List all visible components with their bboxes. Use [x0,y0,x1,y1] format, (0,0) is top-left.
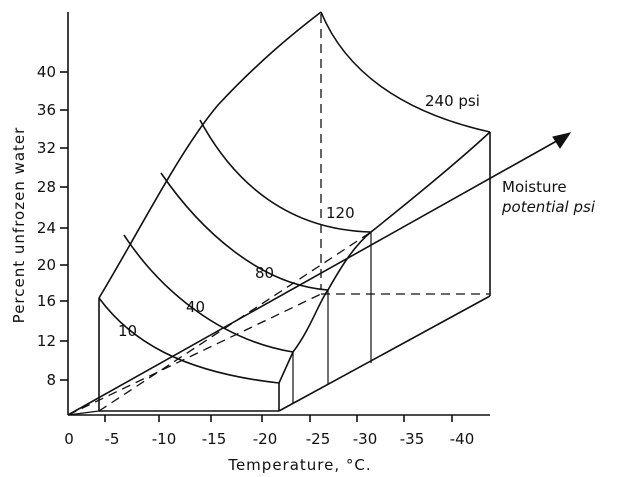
curve-label-10: 10 [118,322,137,340]
bottom-front-base [67,410,100,416]
x-tick-label: -20 [253,430,278,448]
y-tick-label: 40 [37,63,56,81]
x-tick-label: -25 [306,430,331,448]
y-tick-label: 12 [37,332,56,350]
x-tick-label: -15 [202,430,227,448]
curve-labels: 10 40 80 120 240 psi [118,92,480,340]
y-tick-label: 28 [37,178,56,196]
curve-80 [160,172,329,291]
curve-label-40: 40 [186,298,205,316]
y-tick-label: 20 [37,256,56,274]
y-tick-label: 32 [37,139,56,157]
moisture-curves [98,119,372,384]
bottom-right-edge [278,295,491,412]
y-tick-label: 36 [37,101,56,119]
x-tick-label: -40 [450,430,475,448]
dashed-diagonal-lower [67,293,322,416]
curve-40 [123,234,294,353]
y-tick-label: 24 [37,219,56,237]
dashed-diagonal-upper [98,231,372,412]
surface-block [67,11,491,416]
curve-label-120: 120 [326,204,355,222]
moisture-axis-arrowhead [552,132,572,149]
cut-face-edge [278,351,294,384]
y-axis: 8 12 16 20 24 28 32 36 40 Percent unfroz… [10,12,69,415]
dashed-lines [67,14,490,416]
y-tick-label: 16 [37,292,56,310]
x-tick-label: -5 [105,430,120,448]
moisture-axis-title-line2: potential psi [501,198,596,216]
moisture-axis-title-line1: Moisture [502,178,567,196]
x-tick-label: -35 [400,430,425,448]
curve-10 [98,297,280,384]
y-axis-title: Percent unfrozen water [10,127,28,324]
x-tick-label: 0 [64,430,74,448]
curve-120 [199,119,372,233]
y-tick-label: 8 [46,371,56,389]
curve-label-240: 240 psi [425,92,480,110]
x-axis-title: Temperature, °C. [227,456,371,474]
x-tick-label: -10 [152,430,177,448]
curve-label-80: 80 [255,264,274,282]
moisture-axis-line [67,137,563,416]
right-face-top-edge [292,131,491,353]
surface-left-edge [98,11,322,299]
x-tick-label: -30 [353,430,378,448]
curve-240 [320,11,491,133]
x-axis: 0 -5 -10 -15 -20 -25 -30 -35 -40 Tempera… [64,414,490,474]
moisture-axis: Moisture potential psi [67,132,596,416]
